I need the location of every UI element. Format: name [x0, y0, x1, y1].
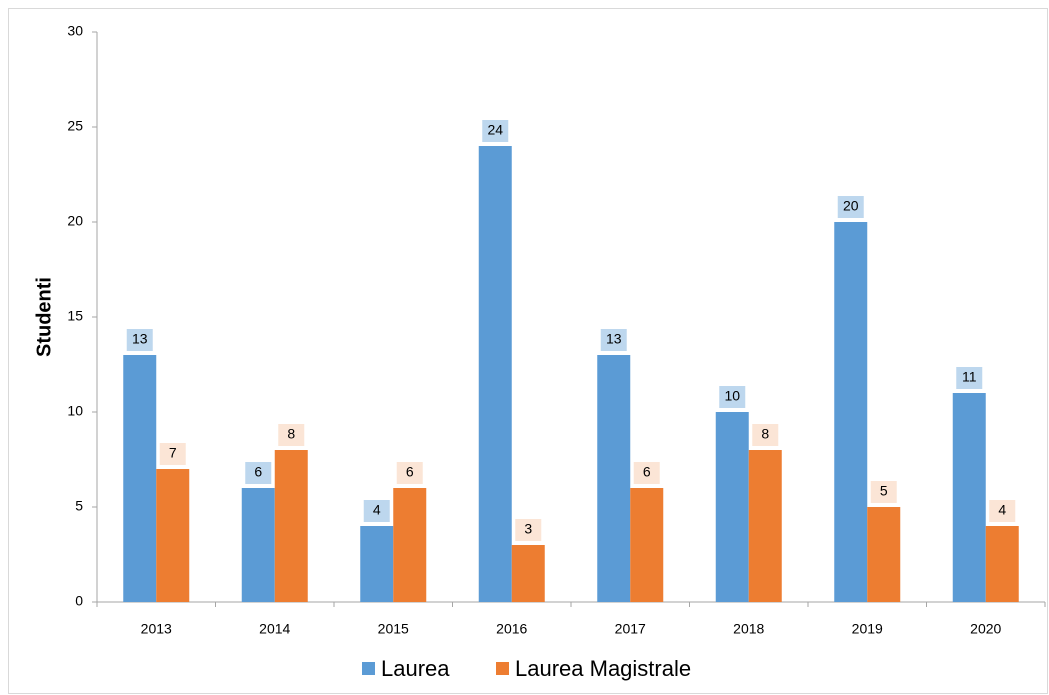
data-label-bg [515, 519, 542, 541]
data-label: 3 [524, 521, 532, 537]
y-tick-label: 5 [75, 498, 83, 514]
data-label-bg [633, 462, 660, 484]
data-label-bg [245, 462, 272, 484]
data-label-bg [956, 367, 983, 389]
data-label: 20 [843, 198, 859, 214]
bar [511, 545, 545, 602]
bar [748, 450, 782, 602]
bar [867, 507, 901, 602]
x-tick-label: 2017 [615, 621, 646, 637]
y-tick-label: 10 [67, 403, 83, 419]
data-label: 6 [406, 464, 414, 480]
x-tick-label: 2016 [496, 621, 527, 637]
data-label: 4 [373, 502, 381, 518]
bar [597, 355, 631, 602]
bar [360, 526, 394, 602]
x-tick-label: 2015 [378, 621, 409, 637]
y-axis-label: Studenti [33, 277, 55, 357]
data-label: 6 [254, 464, 262, 480]
data-label: 8 [761, 426, 769, 442]
legend-swatch [362, 662, 375, 675]
bar [985, 526, 1019, 602]
y-tick-label: 20 [67, 213, 83, 229]
data-label: 8 [287, 426, 295, 442]
data-label-bg [278, 424, 305, 446]
data-label: 13 [132, 331, 148, 347]
data-label: 10 [724, 388, 740, 404]
y-tick-label: 30 [67, 23, 83, 39]
data-label-bg [396, 462, 423, 484]
bar [478, 146, 512, 602]
x-tick-label: 2019 [852, 621, 883, 637]
data-label-bg [482, 120, 509, 142]
y-tick-label: 0 [75, 593, 83, 609]
data-label: 13 [606, 331, 622, 347]
x-tick-label: 2018 [733, 621, 764, 637]
bar [715, 412, 749, 602]
data-label-bg [989, 500, 1016, 522]
y-tick-label: 15 [67, 308, 83, 324]
bar [952, 393, 986, 602]
bar [630, 488, 664, 602]
data-label: 11 [962, 369, 977, 385]
data-label: 24 [487, 122, 503, 138]
data-label-bg [363, 500, 390, 522]
x-tick-label: 2020 [970, 621, 1001, 637]
data-label: 7 [169, 445, 177, 461]
data-label-bg [719, 386, 746, 408]
legend-label: Laurea Magistrale [515, 656, 691, 681]
data-label: 6 [643, 464, 651, 480]
x-tick-label: 2014 [259, 621, 290, 637]
data-label-bg [870, 481, 897, 503]
y-tick-label: 25 [67, 118, 83, 134]
legend-swatch [496, 662, 509, 675]
data-label: 5 [880, 483, 888, 499]
data-label-bg [600, 329, 627, 351]
bar [123, 355, 157, 602]
x-tick-label: 2013 [141, 621, 172, 637]
bar [241, 488, 275, 602]
data-label-bg [159, 443, 186, 465]
data-label-bg [126, 329, 153, 351]
data-label: 4 [998, 502, 1006, 518]
bar [393, 488, 427, 602]
bar [274, 450, 308, 602]
legend-label: Laurea [381, 656, 450, 681]
bar [156, 469, 190, 602]
data-label-bg [837, 196, 864, 218]
bar [834, 222, 868, 602]
data-label-bg [752, 424, 779, 446]
